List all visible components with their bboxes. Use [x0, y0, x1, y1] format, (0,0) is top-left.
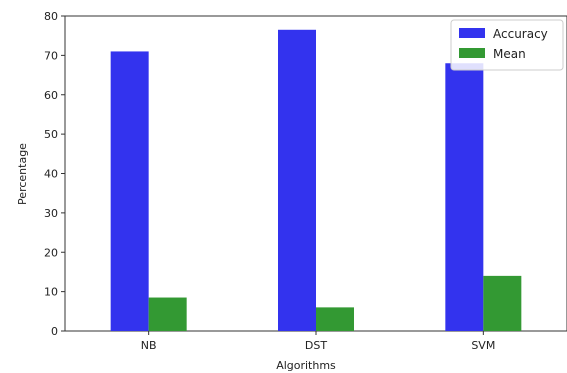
x-tick-label: NB	[141, 339, 157, 352]
y-tick-label: 40	[44, 168, 58, 181]
y-axis: 0 10 20 30 40 50 60 70 80	[44, 10, 65, 338]
y-tick-label: 0	[51, 325, 58, 338]
bars-group	[110, 29, 522, 331]
y-tick-label: 30	[44, 207, 58, 220]
y-tick-label: 70	[44, 49, 58, 62]
x-axis-title: Algorithms	[276, 359, 336, 372]
legend-swatch-mean	[459, 48, 485, 58]
legend-swatch-accuracy	[459, 28, 485, 38]
legend-label-mean: Mean	[493, 47, 526, 61]
x-axis: NB DST SVM	[141, 331, 495, 352]
x-tick-label: DST	[305, 339, 327, 352]
y-tick-label: 80	[44, 10, 58, 23]
bar-mean-dst	[316, 307, 354, 331]
legend-label-accuracy: Accuracy	[493, 27, 548, 41]
y-tick-label: 10	[44, 286, 58, 299]
bar-mean-nb	[148, 297, 187, 331]
y-axis-title: Percentage	[16, 143, 29, 205]
bar-accuracy-dst	[278, 29, 316, 331]
bar-accuracy-nb	[110, 51, 149, 331]
y-tick-label: 60	[44, 89, 58, 102]
bar-mean-svm	[483, 275, 522, 331]
legend: Accuracy Mean	[450, 19, 564, 71]
bar-accuracy-svm	[445, 63, 484, 331]
x-tick-label: SVM	[471, 339, 495, 352]
y-tick-label: 20	[44, 246, 58, 259]
y-tick-label: 50	[44, 128, 58, 141]
